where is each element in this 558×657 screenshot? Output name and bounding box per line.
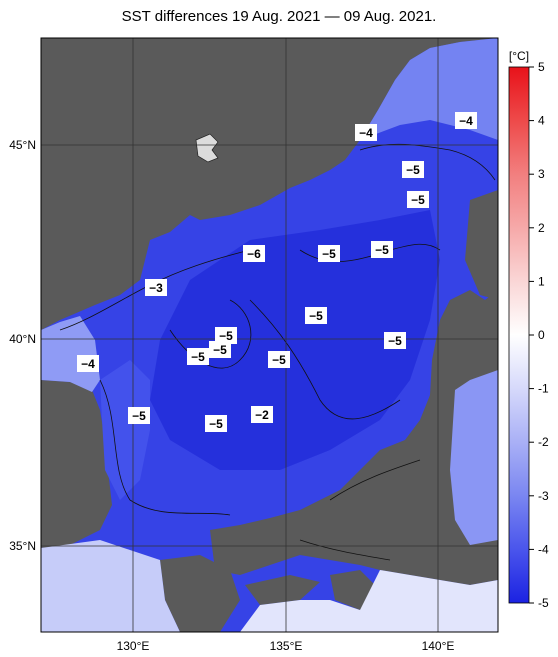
contour-value-labels: −4−4−5−5−6 −5 −5−3−5−5 −5−5−5 −5−4−5−5−2 bbox=[77, 112, 477, 432]
lat-axis: 45°N 40°N 35°N bbox=[9, 138, 36, 553]
svg-text:−4: −4 bbox=[459, 114, 473, 128]
contour-value-label: −5 bbox=[305, 307, 327, 324]
svg-text:−5: −5 bbox=[219, 329, 233, 343]
lon-axis: 130°E 135°E 140°E bbox=[117, 639, 455, 653]
colorbar bbox=[508, 66, 530, 604]
lon-label-130: 130°E bbox=[117, 639, 150, 653]
colorbar-tick-label: -1 bbox=[538, 382, 549, 396]
svg-text:−5: −5 bbox=[309, 309, 323, 323]
colorbar-tick-label: -4 bbox=[538, 542, 549, 556]
contour-value-label: −5 bbox=[371, 241, 393, 258]
island bbox=[195, 133, 219, 163]
svg-text:−3: −3 bbox=[149, 281, 163, 295]
svg-text:−5: −5 bbox=[388, 334, 402, 348]
contour-value-label: −5 bbox=[407, 191, 429, 208]
korea-land bbox=[41, 380, 112, 548]
svg-text:−5: −5 bbox=[132, 409, 146, 423]
contour-value-label: −5 bbox=[318, 245, 340, 262]
colorbar-tick-label: 2 bbox=[538, 221, 545, 235]
svg-text:−5: −5 bbox=[191, 350, 205, 364]
lon-label-135: 135°E bbox=[270, 639, 303, 653]
contour-value-label: −4 bbox=[355, 124, 377, 141]
svg-text:−2: −2 bbox=[255, 408, 269, 422]
lon-label-140: 140°E bbox=[422, 639, 455, 653]
contour-value-label: −5 bbox=[402, 161, 424, 178]
zone-deep-core bbox=[150, 210, 440, 470]
svg-text:−5: −5 bbox=[406, 163, 420, 177]
svg-text:−5: −5 bbox=[209, 417, 223, 431]
lat-label-35: 35°N bbox=[9, 539, 36, 553]
contour-value-label: −5 bbox=[384, 332, 406, 349]
svg-text:−5: −5 bbox=[322, 247, 336, 261]
map-title: SST differences 19 Aug. 2021 — 09 Aug. 2… bbox=[121, 8, 437, 25]
japan-land bbox=[210, 290, 498, 585]
contour-value-label: −3 bbox=[145, 279, 167, 296]
lat-label-45: 45°N bbox=[9, 138, 36, 152]
contour-value-label: −5 bbox=[268, 351, 290, 368]
svg-text:−4: −4 bbox=[359, 126, 373, 140]
colorbar-ticks: 5 4 3 2 1 0 -1 -2 -3 -4 -5 bbox=[529, 60, 549, 610]
colorbar-tick-label: 4 bbox=[538, 114, 545, 128]
contour-value-label: −4 bbox=[455, 112, 477, 129]
svg-text:−5: −5 bbox=[213, 343, 227, 357]
zone-mid-west bbox=[100, 360, 150, 500]
shikoku-land bbox=[245, 575, 320, 605]
zone-light-east bbox=[450, 370, 498, 545]
svg-text:−5: −5 bbox=[272, 353, 286, 367]
svg-text:−6: −6 bbox=[247, 247, 261, 261]
lat-label-40: 40°N bbox=[9, 332, 36, 346]
hokkaido-land bbox=[465, 190, 498, 300]
svg-text:−5: −5 bbox=[411, 193, 425, 207]
colorbar-tick-label: 5 bbox=[538, 60, 545, 74]
zone-pale-south bbox=[41, 540, 180, 632]
contour-value-label: −5 bbox=[187, 348, 209, 365]
zone-light-sw bbox=[41, 316, 100, 392]
svg-text:−4: −4 bbox=[81, 357, 95, 371]
colorbar-tick-label: 0 bbox=[538, 328, 545, 342]
colorbar-unit: [°C] bbox=[509, 49, 529, 63]
contour-value-label: −5 bbox=[209, 341, 231, 358]
contour-value-label: −5 bbox=[215, 327, 237, 344]
zone-pale-pacific bbox=[240, 570, 498, 632]
contour-value-label: −4 bbox=[77, 355, 99, 372]
colorbar-tick-label: 3 bbox=[538, 167, 545, 181]
svg-text:−5: −5 bbox=[375, 243, 389, 257]
colorbar-tick-label: -2 bbox=[538, 435, 549, 449]
kyushu-land bbox=[160, 555, 240, 632]
contour-value-label: −5 bbox=[128, 407, 150, 424]
map-frame bbox=[40, 37, 499, 633]
grid-lines bbox=[41, 38, 498, 632]
contour-value-label: −2 bbox=[251, 406, 273, 423]
contour-value-label: −6 bbox=[243, 245, 265, 262]
colorbar-tick-label: -3 bbox=[538, 489, 549, 503]
colorbar-tick-label: 1 bbox=[538, 274, 545, 288]
colorbar-tick-label: -5 bbox=[538, 596, 549, 610]
contour-value-label: −5 bbox=[205, 415, 227, 432]
